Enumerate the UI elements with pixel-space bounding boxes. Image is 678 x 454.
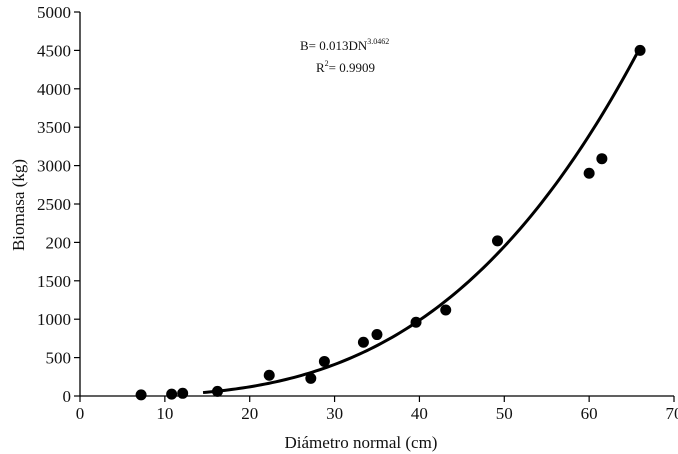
- r-squared-superscript: 2: [325, 59, 329, 68]
- y-tick-label: 4000: [37, 80, 71, 99]
- x-axis-ticks: 0 10 20 30 40 50 60 70: [76, 396, 678, 423]
- y-tick-label: 4500: [37, 41, 71, 60]
- data-point: [211, 385, 223, 397]
- fit-equation-main: B= 0.013DN: [300, 38, 368, 53]
- data-point: [305, 372, 317, 384]
- y-axis-ticks: 0 500 1000 1500 200 2500 3000 3500 4000 4500 5000: [37, 3, 80, 406]
- y-tick-label: 3500: [37, 118, 71, 137]
- y-tick-label: 2500: [37, 195, 71, 214]
- y-tick-label: 200: [46, 233, 72, 252]
- data-point: [318, 355, 330, 367]
- data-point: [634, 44, 646, 56]
- data-point: [166, 388, 178, 400]
- data-point: [135, 389, 147, 401]
- r-squared-base: R: [316, 60, 325, 75]
- data-point: [440, 304, 452, 316]
- data-point: [491, 235, 503, 247]
- x-tick-label: 30: [326, 404, 343, 423]
- data-point: [263, 369, 275, 381]
- fit-curve-group: [202, 46, 642, 395]
- x-tick-label: 50: [496, 404, 513, 423]
- x-tick-label: 0: [76, 404, 85, 423]
- data-point: [583, 167, 595, 179]
- data-point: [357, 336, 369, 348]
- y-tick-label: 500: [46, 349, 72, 368]
- y-tick-label: 0: [63, 387, 72, 406]
- data-points: [135, 44, 646, 401]
- x-tick-label: 40: [411, 404, 428, 423]
- y-tick-label: 1000: [37, 310, 71, 329]
- y-tick-label: 3000: [37, 157, 71, 176]
- fit-r-squared: R2= 0.9909: [316, 59, 375, 75]
- x-axis-label: Diámetro normal (cm): [285, 433, 438, 452]
- y-axis-label: Biomasa (kg): [9, 159, 28, 251]
- x-tick-label: 10: [156, 404, 173, 423]
- x-tick-label: 60: [581, 404, 598, 423]
- fit-curve: [202, 46, 642, 395]
- y-tick-label: 1500: [37, 272, 71, 291]
- data-point: [410, 316, 422, 328]
- fit-equation: B= 0.013DN3.0462: [300, 37, 389, 53]
- r-squared-value: = 0.9909: [329, 60, 375, 75]
- data-point: [177, 387, 189, 399]
- data-point: [371, 329, 383, 341]
- fit-equation-exponent: 3.0462: [367, 37, 389, 46]
- x-tick-label: 70: [666, 404, 678, 423]
- data-point: [596, 153, 608, 165]
- y-tick-label: 5000: [37, 3, 71, 22]
- x-tick-label: 20: [241, 404, 258, 423]
